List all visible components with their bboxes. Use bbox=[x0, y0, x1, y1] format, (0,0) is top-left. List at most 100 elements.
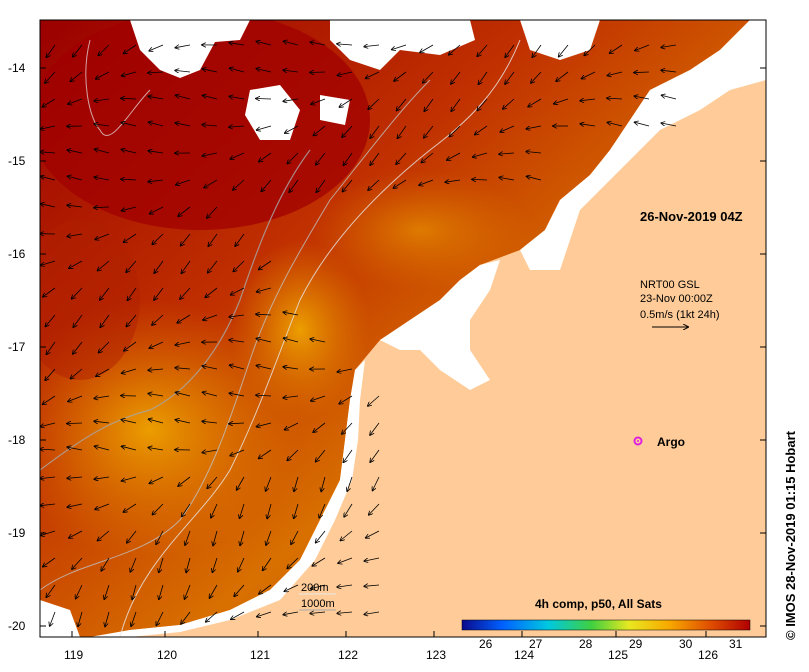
current-vector bbox=[370, 125, 380, 138]
current-vector bbox=[70, 71, 83, 81]
current-vector bbox=[148, 72, 164, 73]
colorbar-tick: 27 bbox=[529, 637, 543, 651]
lon-tick: 125 bbox=[608, 648, 628, 662]
current-vector bbox=[45, 71, 56, 83]
current-vector bbox=[149, 476, 164, 483]
cool-patch bbox=[310, 170, 530, 290]
current-vector bbox=[473, 152, 488, 157]
current-vector bbox=[580, 124, 596, 126]
current-vector bbox=[287, 449, 299, 460]
current-vector bbox=[424, 98, 434, 111]
current-vector bbox=[311, 98, 326, 104]
current-vector bbox=[208, 260, 218, 273]
current-vector bbox=[284, 41, 299, 46]
current-vector bbox=[71, 368, 83, 379]
current-vector bbox=[156, 611, 164, 625]
current-vector bbox=[182, 503, 191, 517]
current-vector bbox=[181, 233, 191, 246]
current-vector bbox=[154, 287, 164, 300]
current-vector bbox=[343, 152, 353, 165]
current-vector bbox=[40, 204, 56, 208]
current-vector bbox=[420, 44, 434, 53]
current-vector bbox=[284, 584, 299, 591]
current-vector bbox=[122, 476, 137, 481]
current-vector bbox=[95, 149, 110, 154]
current-vector bbox=[186, 557, 191, 573]
current-vector bbox=[419, 179, 434, 185]
current-vector bbox=[73, 314, 83, 327]
current-vector bbox=[175, 368, 191, 369]
current-vector bbox=[475, 125, 488, 135]
current-vector bbox=[185, 530, 191, 545]
current-vector bbox=[206, 611, 218, 622]
contour-legend-200m: 200m bbox=[301, 582, 329, 594]
current-vector bbox=[230, 365, 245, 370]
current-vector bbox=[203, 95, 218, 100]
current-vector bbox=[73, 44, 83, 57]
current-vector bbox=[130, 557, 137, 572]
current-vector bbox=[284, 338, 299, 343]
current-vector bbox=[229, 43, 245, 45]
current-vector bbox=[240, 530, 245, 545]
current-vector bbox=[122, 71, 137, 76]
current-vector bbox=[67, 150, 83, 154]
current-vector bbox=[287, 557, 299, 568]
current-vector bbox=[148, 394, 164, 397]
current-vector bbox=[316, 179, 326, 192]
current-vector bbox=[149, 419, 164, 424]
current-vector bbox=[582, 71, 596, 79]
current-vector bbox=[95, 233, 110, 240]
current-vector bbox=[347, 476, 353, 491]
current-vector bbox=[368, 98, 380, 109]
current-vector bbox=[283, 611, 299, 615]
current-vector bbox=[634, 72, 650, 73]
cloud-gap bbox=[520, 20, 600, 60]
current-vector bbox=[202, 69, 218, 73]
argo-marker bbox=[633, 436, 643, 446]
current-vector bbox=[46, 341, 56, 354]
current-vector bbox=[101, 557, 110, 571]
current-vector bbox=[661, 70, 677, 72]
current-vector bbox=[337, 44, 353, 45]
current-vector bbox=[526, 125, 542, 129]
current-vector bbox=[445, 180, 461, 182]
current-vector bbox=[40, 422, 56, 427]
coastal-gap bbox=[520, 20, 766, 270]
lon-tick: 124 bbox=[514, 648, 534, 662]
current-vector bbox=[394, 71, 407, 81]
current-vector bbox=[204, 179, 218, 188]
current-vector bbox=[342, 125, 353, 137]
current-vector bbox=[176, 392, 191, 397]
current-vector bbox=[368, 395, 380, 406]
current-vector bbox=[41, 260, 56, 265]
current-vector bbox=[500, 125, 515, 132]
current-vector bbox=[96, 71, 110, 79]
current-vector bbox=[478, 71, 488, 84]
lon-tick: 123 bbox=[426, 648, 446, 662]
current-vector bbox=[343, 179, 353, 192]
lat-tick: -18 bbox=[8, 433, 26, 447]
current-vector bbox=[148, 151, 164, 153]
current-vector bbox=[185, 584, 191, 599]
current-vector bbox=[40, 477, 56, 479]
current-vector bbox=[178, 476, 191, 486]
current-vector bbox=[40, 504, 56, 506]
current-vector bbox=[96, 368, 110, 376]
current-vector bbox=[554, 98, 569, 104]
current-vector bbox=[528, 98, 542, 107]
cloud-gap bbox=[40, 600, 80, 637]
current-vector bbox=[311, 584, 326, 589]
current-vector bbox=[178, 206, 191, 216]
current-vector bbox=[67, 503, 83, 507]
current-vector bbox=[207, 476, 218, 488]
current-vector bbox=[368, 179, 380, 190]
current-vector bbox=[46, 584, 56, 597]
lat-tick: -20 bbox=[8, 619, 26, 633]
current-vector bbox=[202, 450, 218, 453]
current-vector bbox=[210, 584, 218, 598]
current-vector bbox=[121, 420, 137, 424]
current-vector bbox=[149, 341, 164, 348]
current-vector bbox=[259, 584, 272, 594]
current-vector bbox=[313, 422, 326, 432]
current-vector bbox=[477, 44, 488, 56]
